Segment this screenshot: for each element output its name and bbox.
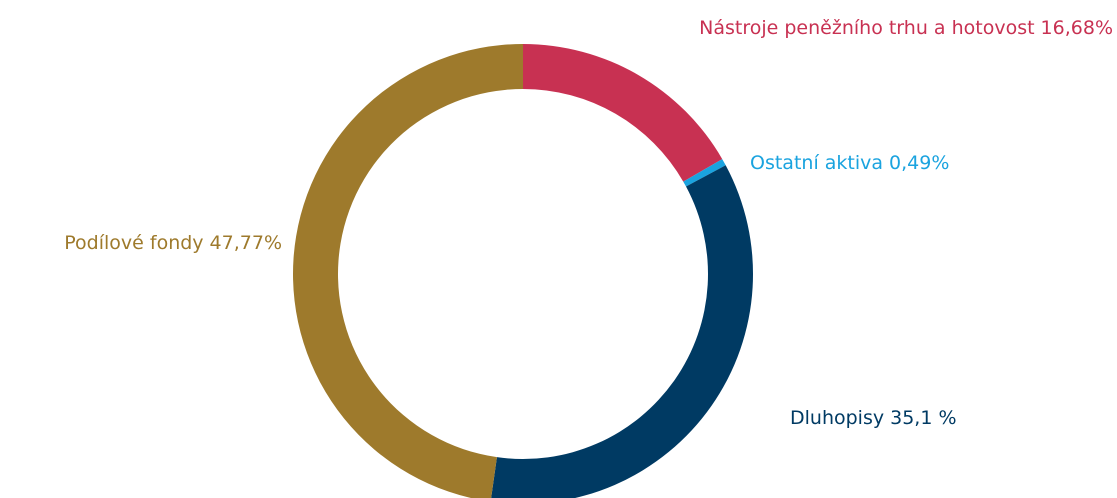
value-label: 35,1 % <box>890 407 956 429</box>
slice <box>683 159 726 187</box>
slice <box>293 44 523 498</box>
slice-label: Nástroje peněžního trhu a hotovost 16,68% <box>699 17 1113 39</box>
value-label: 0,49% <box>889 152 949 174</box>
category-label: Dluhopisy <box>790 407 884 429</box>
category-label: Nástroje peněžního trhu a hotovost <box>699 17 1034 39</box>
slice-label: Ostatní aktiva 0,49% <box>750 152 949 174</box>
category-label: Podílové fondy <box>64 232 203 254</box>
slice <box>523 44 723 182</box>
slice-label: Podílové fondy 47,77% <box>64 232 282 254</box>
slice-label: Dluhopisy 35,1 % <box>790 407 957 429</box>
category-label: Ostatní aktiva <box>750 152 883 174</box>
value-label: 47,77% <box>210 232 282 254</box>
value-label: 16,68% <box>1041 17 1113 39</box>
slice <box>491 165 753 498</box>
